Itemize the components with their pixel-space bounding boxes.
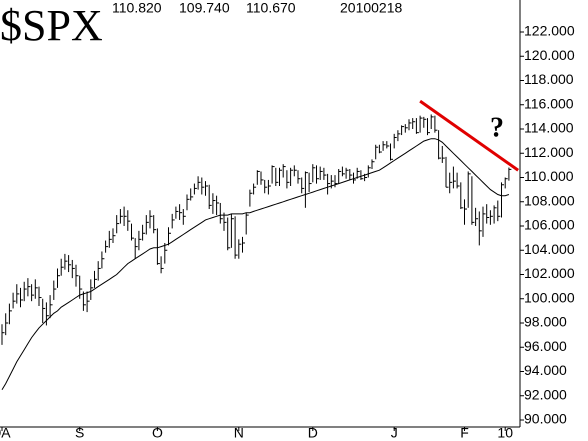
y-tick-label: 102.000 [524, 265, 575, 281]
y-tick-label: 106.000 [524, 217, 575, 233]
x-tick-label: N [234, 425, 244, 441]
y-tick-label: 122.000 [524, 23, 575, 39]
y-tick-label: 108.000 [524, 192, 575, 208]
y-tick-label: 104.000 [524, 241, 575, 257]
chart-title: $SPX [0, 1, 103, 50]
y-tick-label: 98.000 [524, 314, 567, 330]
y-tick-label: 118.000 [524, 71, 574, 87]
date: 20100218 [340, 0, 403, 16]
y-tick-label: 96.000 [524, 338, 567, 354]
y-tick-label: 114.000 [524, 120, 574, 136]
last-low: 109.740 [179, 0, 230, 16]
y-tick-label: 112.000 [524, 144, 574, 160]
y-tick-label: 92.000 [524, 386, 567, 402]
y-tick-label: 100.000 [524, 289, 575, 305]
y-tick-label: 110.000 [524, 168, 574, 184]
y-tick-label: 94.000 [524, 362, 567, 378]
x-tick-label: O [152, 425, 163, 441]
x-tick-label: J [391, 425, 398, 441]
y-tick-label: 120.000 [524, 47, 575, 63]
y-tick-label: 90.000 [524, 411, 567, 427]
annotation: ? [490, 112, 504, 143]
y-tick-label: 116.000 [524, 95, 574, 111]
x-tick-label: D [308, 425, 318, 441]
x-tick-label: F [460, 425, 469, 441]
last-close: 110.670 [246, 0, 296, 16]
moving-average [1, 138, 510, 390]
trendline [419, 99, 520, 172]
x-tick-label: 10 [497, 425, 513, 441]
x-tick-label: S [75, 425, 84, 441]
x-tick-label: 9A [0, 425, 11, 441]
last-high: 110.820 [112, 0, 162, 16]
